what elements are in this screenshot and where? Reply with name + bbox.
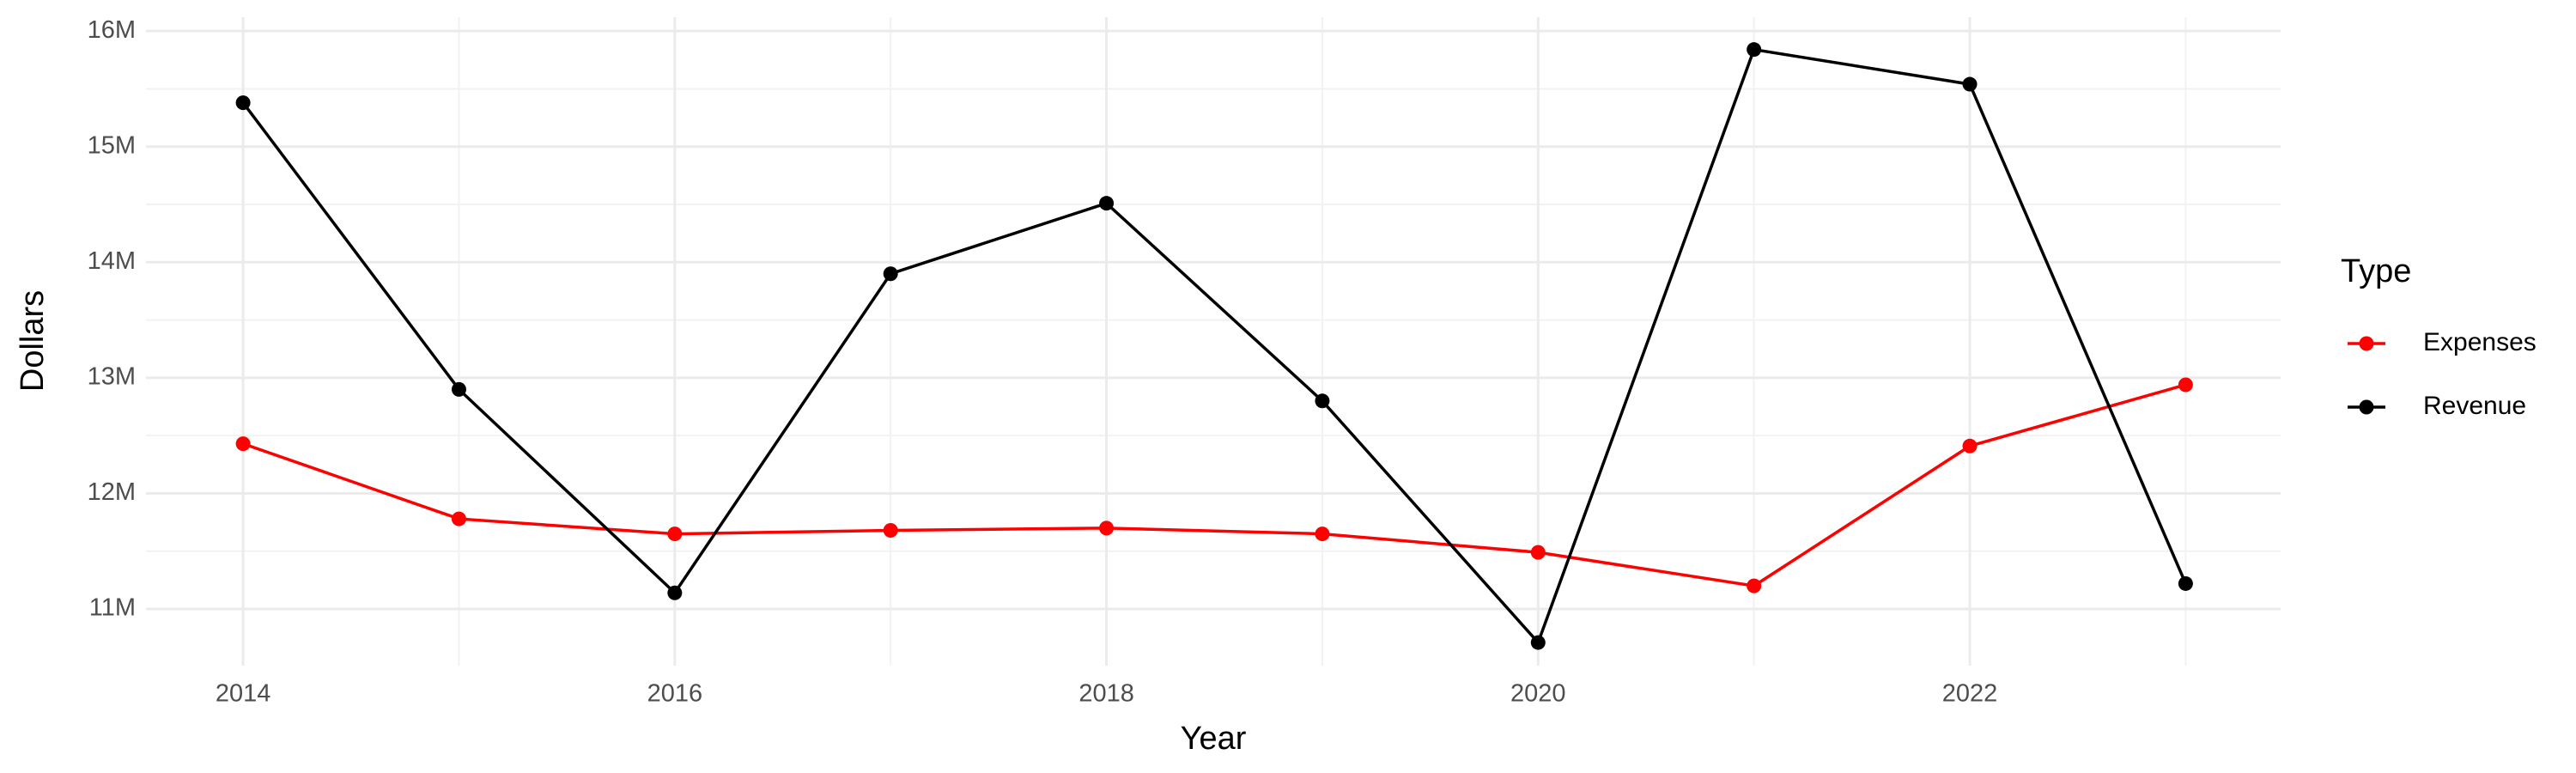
legend-title: Type [2341, 253, 2411, 289]
point [1099, 196, 1115, 211]
y-tick-label: 16M [88, 16, 136, 44]
point [2178, 575, 2193, 591]
point [667, 526, 683, 542]
point [1530, 545, 1546, 560]
series-line [241, 47, 2188, 646]
x-tick-label: 2018 [1078, 680, 1134, 708]
point [1315, 526, 1330, 542]
point [451, 381, 466, 397]
point [1747, 578, 1762, 593]
point [1962, 76, 1978, 92]
point [1099, 520, 1115, 536]
x-tick-label: 2014 [216, 680, 271, 708]
y-tick-label: 13M [88, 363, 136, 391]
y-tick-label: 11M [89, 594, 136, 622]
y-axis-title: Dollars [15, 290, 51, 392]
point [2178, 377, 2193, 393]
legend-point [2359, 399, 2374, 415]
point [451, 511, 466, 526]
point [1530, 635, 1546, 650]
point [1747, 42, 1762, 58]
series-line [242, 383, 2186, 587]
x-tick-label: 2020 [1510, 680, 1566, 708]
point [1315, 393, 1330, 409]
legend-label: Expenses [2423, 328, 2537, 356]
point [883, 266, 898, 282]
x-axis-title: Year [1181, 721, 1247, 757]
legend-label: Revenue [2423, 392, 2526, 420]
point [883, 523, 898, 539]
point [1962, 438, 1978, 453]
y-tick-label: 15M [88, 131, 136, 159]
x-tick-label: 2016 [647, 680, 703, 708]
point [235, 436, 251, 452]
legend-point [2359, 336, 2374, 351]
x-tick-label: 2022 [1942, 680, 1998, 708]
point [667, 585, 683, 600]
y-tick-label: 12M [88, 478, 136, 506]
y-tick-label: 14M [88, 247, 136, 275]
point [235, 95, 251, 111]
